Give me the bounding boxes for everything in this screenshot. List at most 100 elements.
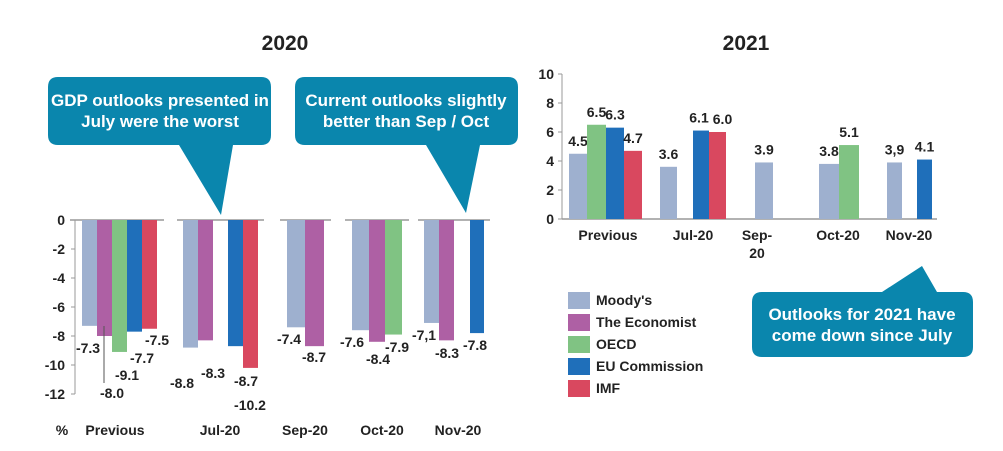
data-label: 6.5 (587, 104, 607, 120)
data-label: 6.0 (713, 111, 733, 127)
bar-eu-commission-nov-20 (917, 159, 932, 219)
bar-imf-jul-20 (709, 132, 726, 219)
data-label: 3.8 (819, 143, 839, 159)
bar-eu-commission-jul-20 (693, 130, 709, 219)
bar-eu-commission-jul-20 (228, 220, 243, 347)
bar-eu-commission-nov-20 (470, 220, 484, 334)
data-label: -8.7 (234, 373, 258, 389)
legend-label-imf: IMF (596, 380, 621, 396)
y-tick-label: 2 (546, 182, 554, 198)
y-tick-label: -8 (53, 328, 66, 344)
bar-the-economist-jul-20 (198, 220, 213, 341)
x-tick-label: 20 (749, 245, 765, 261)
x-tick-label: Jul-20 (200, 422, 241, 438)
x-tick-label: Nov-20 (886, 227, 933, 243)
data-label: 5.1 (839, 124, 859, 140)
x-tick-label: Oct-20 (816, 227, 860, 243)
x-tick-label: Previous (85, 422, 144, 438)
x-tick-label: Jul-20 (673, 227, 714, 243)
bar-moody-s-oct-20 (352, 220, 369, 331)
bar-moody-s-nov-20 (424, 220, 439, 323)
data-label: -8.4 (366, 351, 390, 367)
legend-label-oecd: OECD (596, 336, 636, 352)
callout-current-better: Current outlooks slightly better than Se… (295, 77, 518, 213)
bar-oecd-previous (112, 220, 127, 352)
bar-the-economist-previous (97, 220, 112, 336)
data-label: -7.9 (385, 339, 409, 355)
y-tick-label: -10 (45, 357, 65, 373)
callout-2021-down: Outlooks for 2021 have come down since J… (752, 266, 973, 357)
data-label: -7.8 (463, 337, 487, 353)
bar-moody-s-nov-20 (887, 162, 902, 219)
y-tick-label: -4 (53, 270, 66, 286)
bar-moody-s-oct-20 (819, 163, 839, 219)
data-label: -7.4 (277, 331, 301, 347)
legend-label-moodys: Moody's (596, 292, 652, 308)
bar-oecd-oct-20 (385, 220, 402, 335)
legend-swatch-moodys (568, 292, 590, 309)
x-tick-label: Sep-20 (282, 422, 328, 438)
data-label: 3,9 (885, 141, 905, 157)
bar-the-economist-nov-20 (439, 220, 454, 341)
data-label: 6.1 (689, 110, 709, 126)
bar-imf-previous (142, 220, 157, 329)
callout-text: Current outlooks slightly (305, 91, 507, 110)
callout-july-worst: GDP outlooks presented in July were the … (48, 77, 271, 215)
bar-imf-previous (624, 150, 642, 219)
data-label: 3.6 (659, 146, 679, 162)
bar-eu-commission-previous (127, 220, 142, 332)
bar-moody-s-jul-20 (660, 166, 677, 219)
callout-text: better than Sep / Oct (323, 112, 490, 131)
y-tick-label: -2 (53, 241, 66, 257)
data-label: -8.0 (100, 385, 124, 401)
bar-oecd-oct-20 (839, 145, 859, 219)
callout-text: GDP outlooks presented in (51, 91, 269, 110)
bar-eu-commission-previous (606, 127, 624, 219)
y-tick-label: 4 (546, 153, 554, 169)
data-label: 6.3 (605, 107, 625, 123)
legend: Moody's The Economist OECD EU Commission… (568, 292, 703, 397)
legend-swatch-eu-commission (568, 358, 590, 375)
data-label: -7.7 (130, 350, 154, 366)
x-tick-label: Previous (578, 227, 637, 243)
data-label: 4.7 (623, 130, 643, 146)
data-label: -8.3 (201, 365, 225, 381)
data-label: -7.5 (145, 332, 169, 348)
bar-moody-s-sep-20 (755, 162, 773, 219)
x-tick-label: Nov-20 (435, 422, 482, 438)
y-tick-label: 0 (57, 212, 65, 228)
data-label: -8.8 (170, 375, 194, 391)
legend-swatch-economist (568, 314, 590, 331)
data-label: -8.3 (435, 345, 459, 361)
data-label: -7.3 (76, 340, 100, 356)
x-tick-label: Sep- (742, 227, 773, 243)
bar-the-economist-oct-20 (369, 220, 385, 342)
callout-text: come down since July (772, 326, 953, 345)
data-label: -7,1 (412, 327, 436, 343)
x-tick-label: Oct-20 (360, 422, 404, 438)
chart-2020: 0 -2 -4 -6 -8 -10 -12 -7.3 -8.0 -9.1-7.7 -7.5 Previ… (45, 212, 490, 438)
bar-oecd-previous (587, 124, 606, 219)
bar-moody-s-sep-20 (287, 220, 305, 328)
bar-moody-s-previous (569, 153, 587, 219)
data-label: 4.5 (568, 133, 588, 149)
bar-moody-s-previous (82, 220, 97, 326)
legend-label-eu-commission: EU Commission (596, 358, 703, 374)
data-label: -10.2 (234, 397, 266, 413)
callout-text: July were the worst (81, 112, 239, 131)
chart-2021: 0 2 4 6 8 10 4.5 6.5 6.3 4.7 Previous 3.6 6.1 6.0 Jul-… (538, 66, 937, 261)
chart-title-2021: 2021 (723, 32, 770, 55)
legend-swatch-imf (568, 380, 590, 397)
bar-the-economist-sep-20 (305, 220, 324, 347)
data-label: 4.1 (915, 139, 935, 155)
chart-title-2020: 2020 (262, 32, 309, 55)
y-axis-unit-label: % (56, 422, 69, 438)
y-tick-label: -12 (45, 386, 65, 402)
data-label: 3.9 (754, 141, 774, 157)
data-label: -9.1 (115, 367, 139, 383)
data-label: -8.7 (302, 349, 326, 365)
y-tick-label: 0 (546, 211, 554, 227)
bar-imf-jul-20 (243, 220, 258, 368)
callout-text: Outlooks for 2021 have (768, 305, 955, 324)
